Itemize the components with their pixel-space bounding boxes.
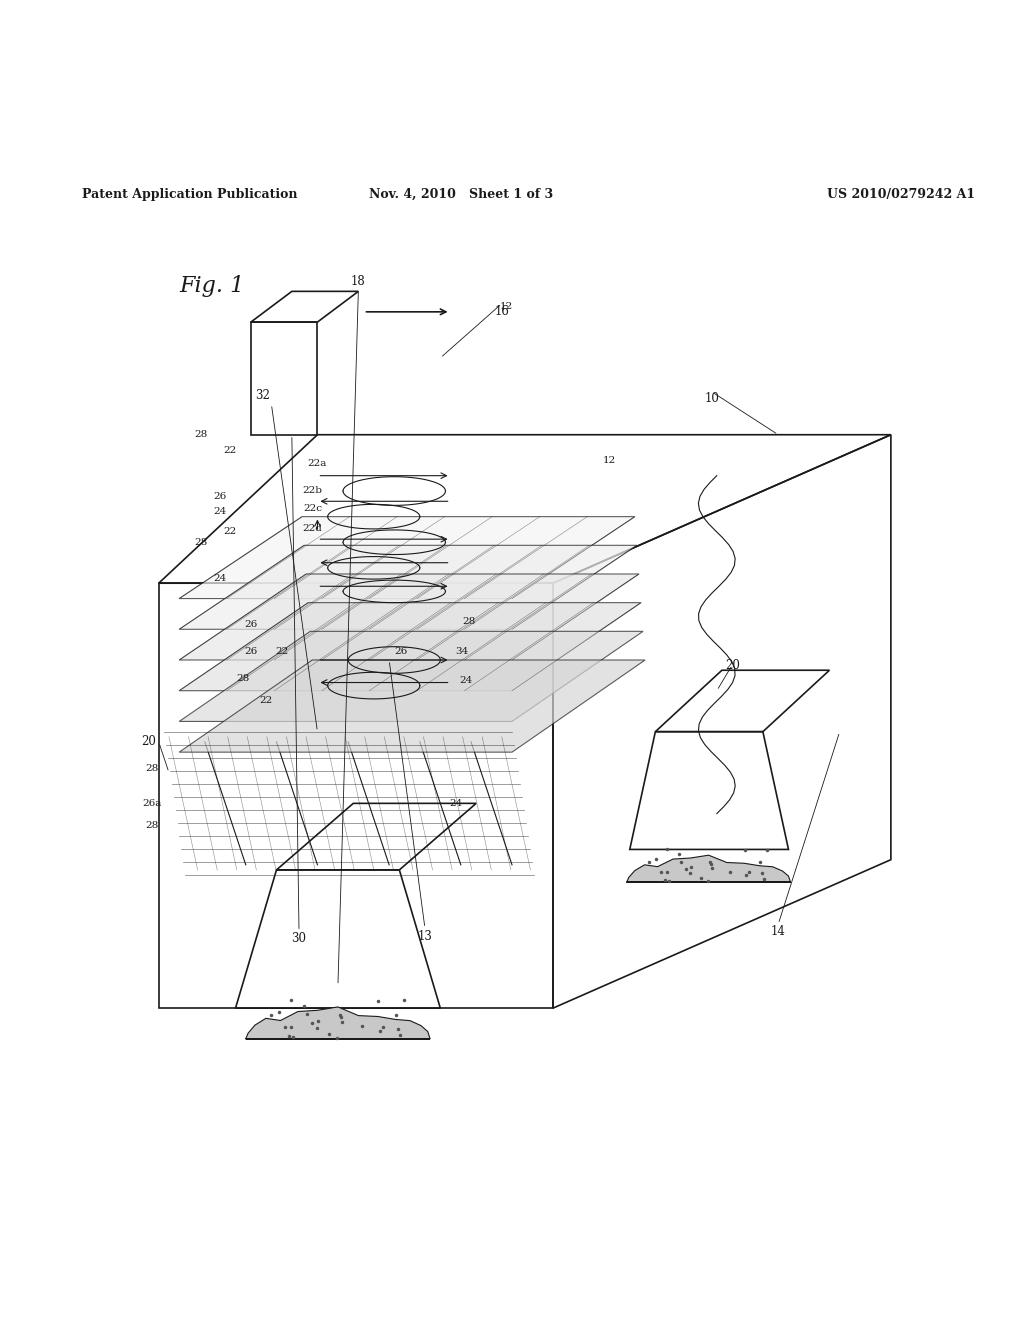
- Polygon shape: [179, 660, 645, 752]
- Text: 28: 28: [195, 430, 207, 440]
- Text: 32: 32: [255, 389, 269, 403]
- Text: 24: 24: [450, 799, 462, 808]
- Text: Patent Application Publication: Patent Application Publication: [82, 187, 297, 201]
- Text: 30: 30: [292, 932, 306, 945]
- Text: 28: 28: [195, 537, 207, 546]
- Polygon shape: [246, 1007, 430, 1039]
- Text: 14: 14: [771, 925, 785, 937]
- Polygon shape: [179, 603, 641, 690]
- Text: 26: 26: [245, 647, 257, 656]
- Text: 22b: 22b: [302, 486, 323, 495]
- Text: 22: 22: [224, 446, 237, 454]
- Text: 18: 18: [351, 275, 366, 288]
- Text: 28: 28: [463, 616, 475, 626]
- Text: US 2010/0279242 A1: US 2010/0279242 A1: [827, 187, 975, 201]
- Text: 28: 28: [145, 764, 158, 774]
- Text: 22d: 22d: [302, 524, 323, 533]
- Polygon shape: [179, 574, 639, 660]
- Text: 12: 12: [603, 455, 615, 465]
- Text: 22c: 22c: [303, 504, 322, 513]
- Text: 22: 22: [275, 647, 288, 656]
- Text: 20: 20: [141, 735, 156, 748]
- Text: 26: 26: [245, 619, 257, 628]
- Text: 22: 22: [224, 528, 237, 536]
- Text: 22a: 22a: [308, 459, 327, 467]
- Text: 26a: 26a: [142, 799, 161, 808]
- Text: 16: 16: [495, 305, 509, 318]
- Text: Fig. 1: Fig. 1: [179, 276, 245, 297]
- Text: 22: 22: [260, 697, 272, 705]
- Polygon shape: [627, 855, 791, 882]
- Text: 26: 26: [214, 491, 226, 500]
- Text: 28: 28: [145, 821, 158, 830]
- Text: 28: 28: [237, 675, 249, 682]
- Text: 13: 13: [418, 931, 432, 942]
- Polygon shape: [179, 516, 635, 598]
- Text: 12: 12: [501, 302, 513, 312]
- Text: 10: 10: [705, 392, 719, 405]
- Text: Nov. 4, 2010   Sheet 1 of 3: Nov. 4, 2010 Sheet 1 of 3: [369, 187, 553, 201]
- Text: 24: 24: [214, 574, 226, 582]
- Polygon shape: [179, 631, 643, 722]
- Text: 20: 20: [725, 659, 739, 672]
- Text: 26: 26: [395, 647, 408, 656]
- Text: 24: 24: [460, 676, 472, 685]
- Text: 24: 24: [214, 507, 226, 516]
- Text: 34: 34: [456, 647, 468, 656]
- Polygon shape: [179, 545, 637, 630]
